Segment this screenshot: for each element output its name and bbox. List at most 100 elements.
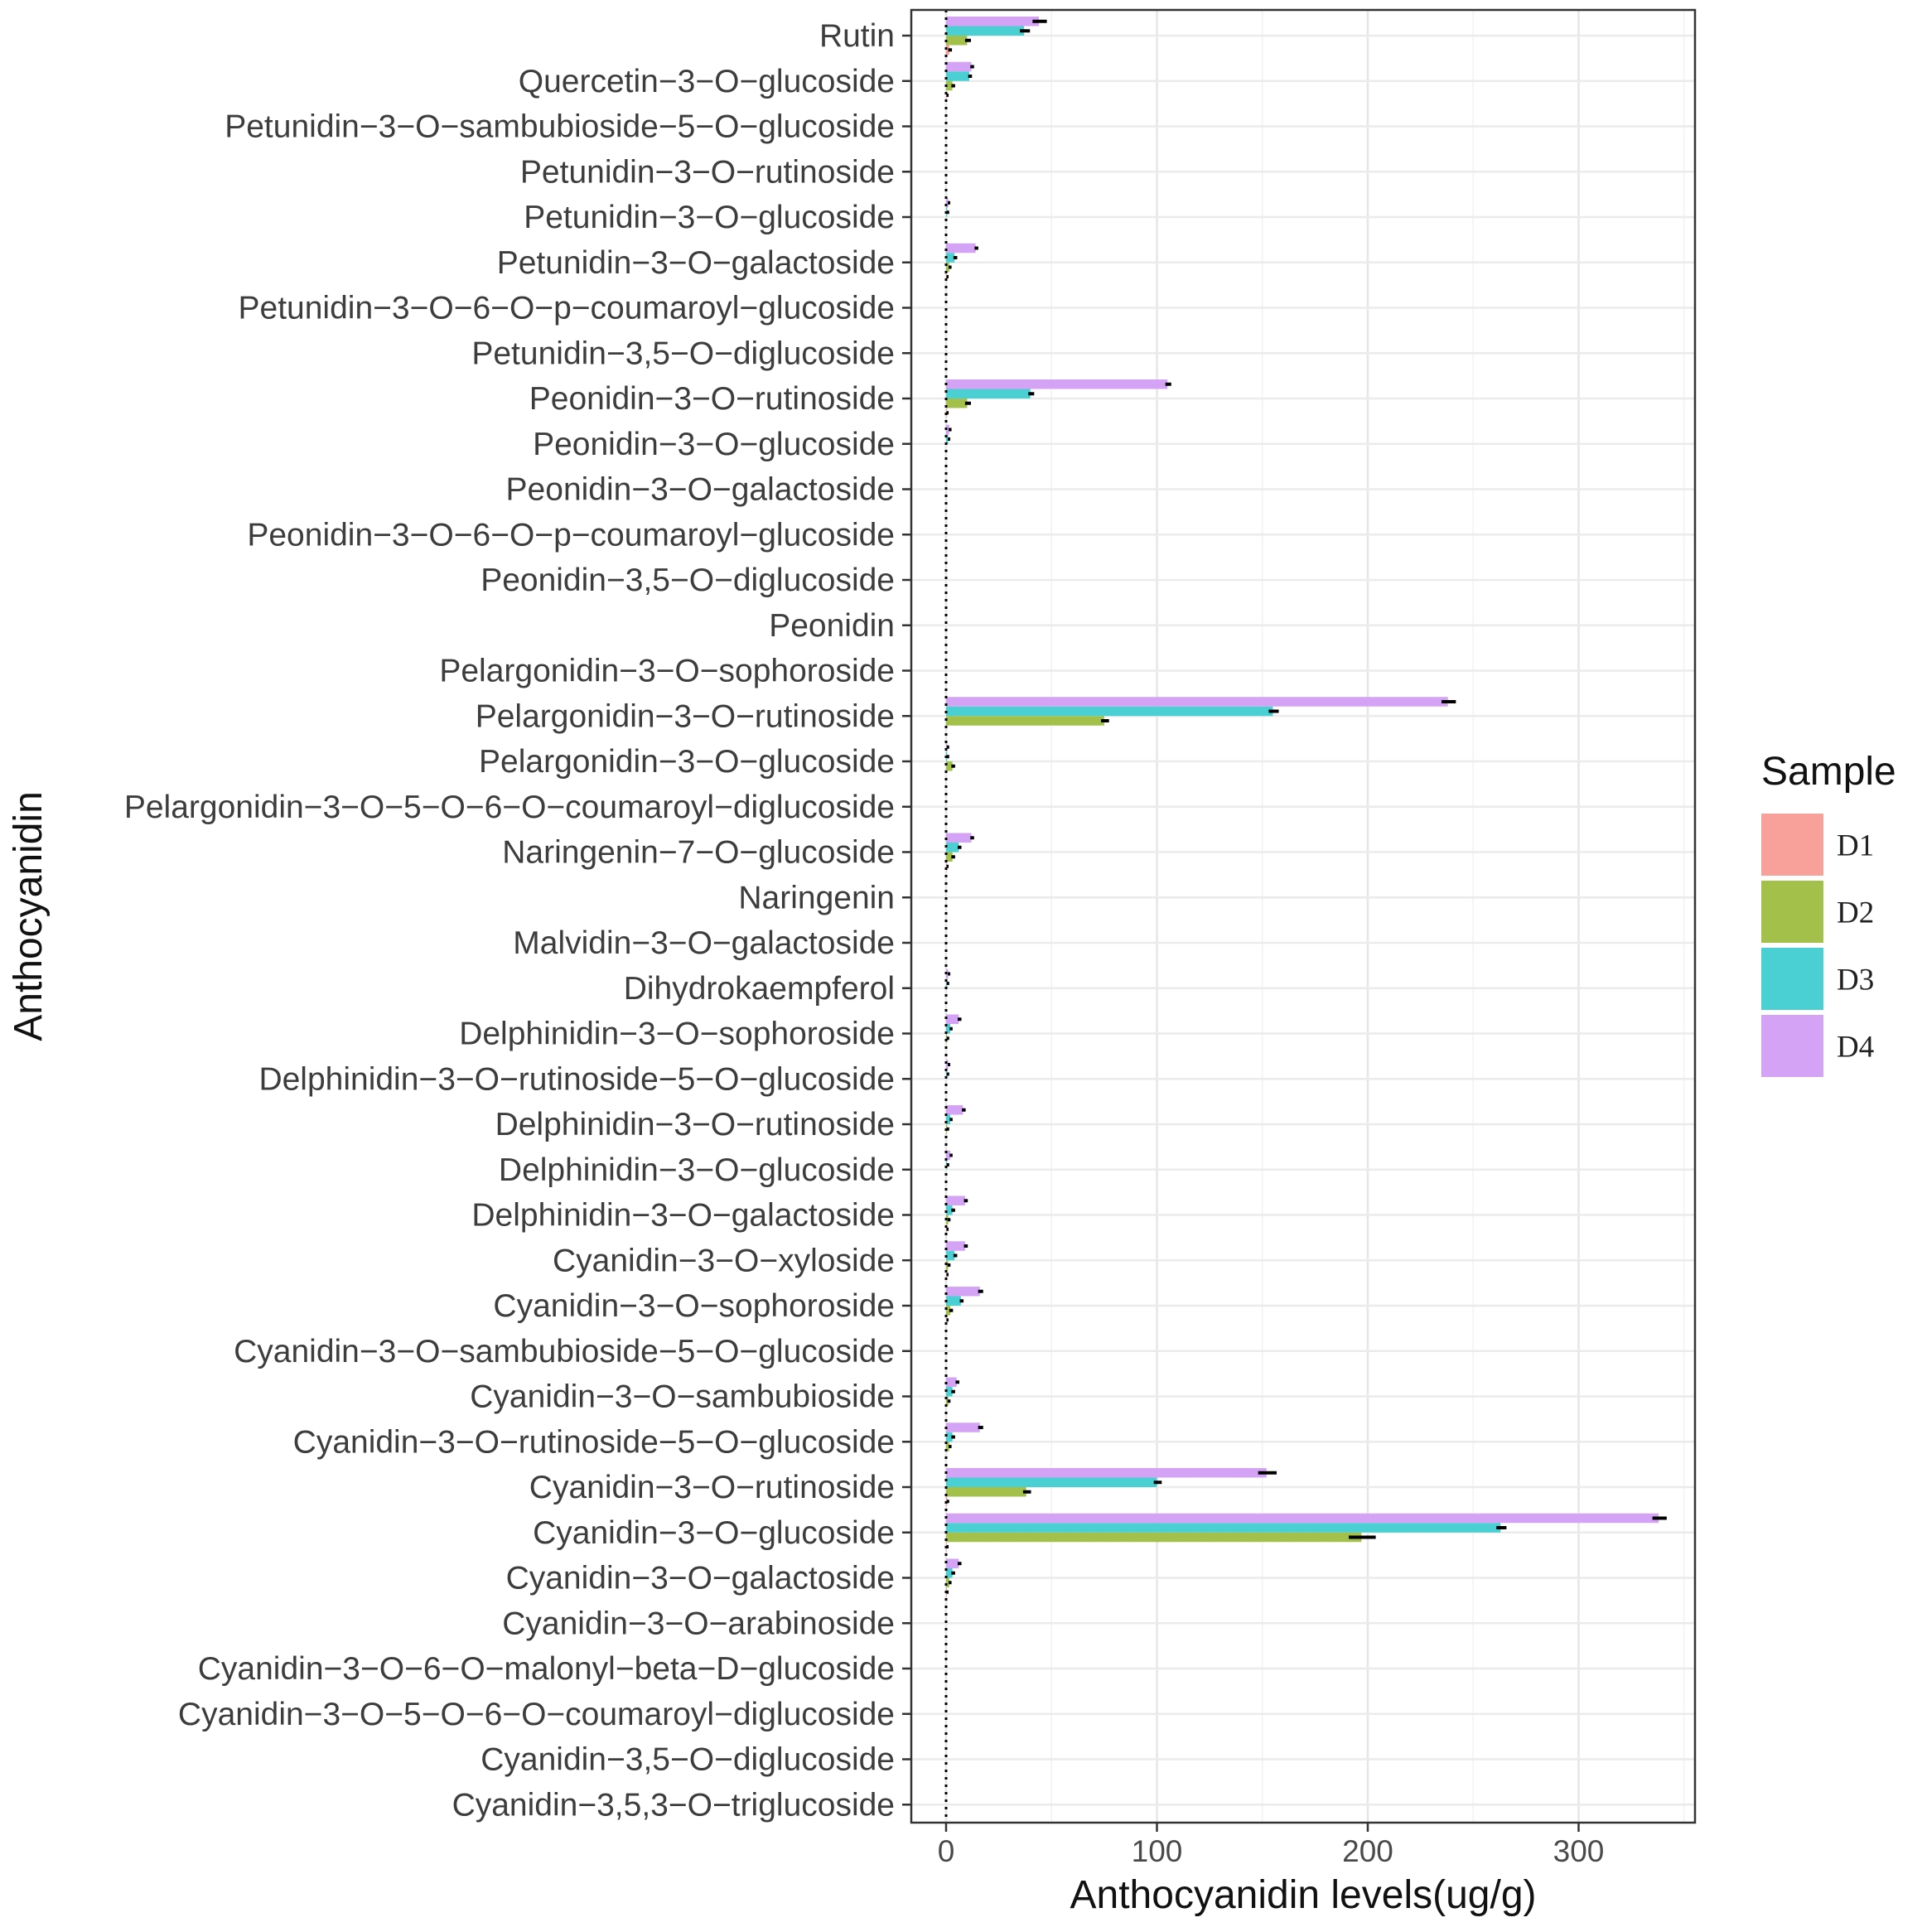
bar [946,45,949,55]
bar [946,1468,1267,1478]
bar [946,198,949,208]
category-label: Petunidin−3−O−galactoside [497,245,895,281]
bar [946,1205,953,1215]
bar [946,1224,947,1234]
category-label: Naringenin−7−O−glucoside [502,835,895,871]
category-label: Cyanidin−3,5−O−diglucoside [480,1742,895,1778]
category-label: Cyanidin−3−O−sambubioside [470,1379,895,1415]
bar [946,272,947,282]
category-label: Cyanidin−3,5,3−O−triglucoside [452,1787,895,1823]
category-label: Petunidin−3−O−sambubioside−5−O−glucoside [225,109,895,145]
bar [946,61,972,72]
category-label: Cyanidin−3−O−sophoroside [493,1288,895,1324]
x-tick-label: 0 [938,1834,955,1868]
bar [946,716,1104,726]
bar [946,1060,949,1070]
bar [946,706,1273,717]
x-tick-label: 100 [1132,1834,1183,1868]
grid-layer [911,10,1695,1823]
category-label: Quercetin−3−O−glucoside [519,64,895,99]
category-label: Cyanidin−3−O−rutinoside [529,1470,895,1505]
bar [946,1477,1157,1487]
y-axis-title: Anthocyanidin [7,791,51,1041]
category-label: Cyanidin−3−O−galactoside [506,1561,895,1596]
bar [946,862,947,872]
bar [946,1150,951,1161]
category-label: Delphinidin−3−O−rutinoside [495,1107,895,1142]
category-label: Cyanidin−3−O−6−O−malonyl−beta−D−glucosid… [198,1651,895,1687]
bars-layer [946,17,1667,1597]
bar [946,1241,965,1251]
bar [946,833,972,843]
legend-key [1761,814,1823,876]
bar [946,262,949,273]
bar [946,1069,948,1080]
category-labels: Rutin Quercetin−3−O−glucoside Petunidin−3−… [124,18,911,1823]
bar [946,1387,953,1397]
legend: Sample D1 D2 D3 D4 [1761,750,1896,1077]
category-label: Peonidin−3,5−O−diglucoside [480,563,895,598]
category-label: Pelargonidin−3−O−rutinoside [476,698,895,734]
category-label: Naringenin [738,880,895,915]
bar [946,1487,1026,1497]
bar [946,697,1448,707]
bar [946,1432,953,1442]
category-label: Pelargonidin−3−O−glucoside [479,744,895,780]
bar [946,1250,955,1261]
bar [946,1315,947,1325]
category-label: Peonidin−3−O−6−O−p−coumaroyl−glucoside [247,517,895,553]
bar [946,71,969,81]
category-label: Petunidin−3−O−glucoside [524,200,895,235]
category-label: Cyanidin−3−O−glucoside [533,1515,895,1551]
bar [946,26,1025,36]
bar [946,742,948,752]
bar [946,843,959,852]
category-label: Cyanidin−3−O−sambubioside−5−O−glucoside [234,1334,895,1369]
category-label: Cyanidin−3−O−5−O−6−O−coumaroyl−diglucosi… [178,1697,895,1732]
x-tick-label: 300 [1553,1834,1605,1868]
bar [946,1014,959,1024]
legend-label: D2 [1837,896,1874,930]
category-label: Peonidin−3−O−rutinoside [529,381,895,417]
bar [946,1558,959,1568]
category-label: Delphinidin−3−O−galactoside [471,1198,895,1234]
bar [946,1422,980,1432]
bar [946,1287,980,1297]
category-label: Petunidin−3,5−O−diglucoside [471,336,895,371]
category-label: Peonidin−3−O−glucoside [533,427,895,462]
category-label: Cyanidin−3−O−arabinoside [502,1606,895,1641]
category-label: Peonidin [769,608,895,644]
category-label: Delphinidin−3−O−rutinoside−5−O−glucoside [258,1061,895,1097]
category-label: Pelargonidin−3−O−5−O−6−O−coumaroyl−diglu… [124,790,895,825]
bar [946,1513,1659,1524]
bar [946,389,1031,398]
category-label: Cyanidin−3−O−xyloside [553,1243,895,1278]
legend-key [1761,881,1823,943]
bar [946,1568,953,1578]
bar [946,80,953,91]
bar [946,90,947,100]
legend-title: Sample [1761,750,1896,794]
bar [946,1577,949,1587]
category-label: Cyanidin−3−O−rutinoside−5−O−glucoside [293,1424,895,1460]
category-label: Peonidin−3−O−galactoside [506,472,895,508]
bar [946,1024,951,1034]
legend-label: D1 [1837,829,1874,863]
bar [946,434,949,444]
bar [946,1160,948,1170]
bar [946,852,953,862]
category-label: Delphinidin−3−O−glucoside [499,1152,895,1188]
category-label: Malvidin−3−O−galactoside [513,925,895,961]
category-label: Dihydrokaempferol [624,971,895,1007]
legend-label: D3 [1837,964,1874,997]
category-label: Rutin [819,18,895,54]
bar [946,424,949,435]
bar [946,253,955,263]
bar [946,1033,948,1043]
bar [946,761,953,771]
bar [946,1523,1501,1533]
bar [946,978,948,988]
bar [946,1396,949,1406]
bar [946,1532,1362,1543]
bar [946,243,976,254]
